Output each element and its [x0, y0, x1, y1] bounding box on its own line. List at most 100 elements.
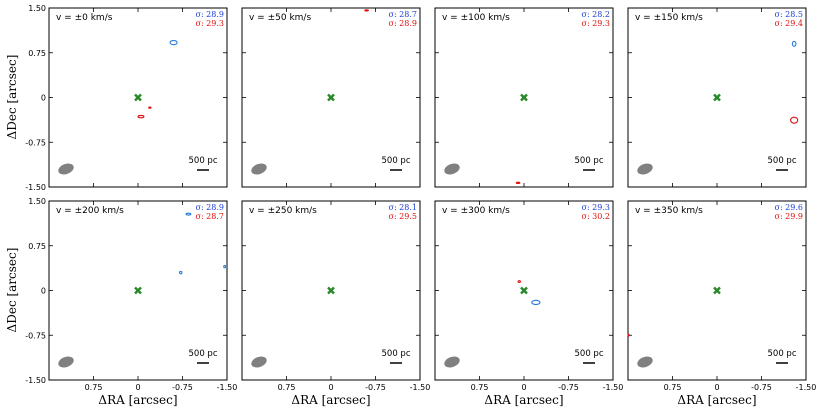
x-tick-label: -0.75	[365, 383, 386, 392]
beam-ellipse	[251, 356, 267, 368]
panel-7: 0.75 0 -0.75 -1.50 v = ±300 km/s σ: 29.3σ: 30…	[434, 200, 624, 392]
contour-blue	[223, 264, 227, 269]
x-tick-label: 0	[328, 383, 333, 392]
x-axis-labels: ΔRA [arcsec] ΔRA [arcsec] ΔRA [arcsec] ΔRA …	[98, 393, 756, 407]
center-marker-stroke	[134, 286, 142, 295]
center-marker	[134, 93, 142, 102]
y-tick-label: -1.50	[25, 376, 46, 385]
sigma-blue-label: σ: 28.9	[195, 10, 224, 19]
x-axis-label: ΔRA [arcsec]	[484, 393, 563, 407]
y-tick-label: 1.50	[28, 4, 46, 13]
center-marker-stroke	[520, 93, 528, 102]
x-tick-label: -0.75	[751, 383, 772, 392]
center-marker	[713, 93, 721, 102]
y-tick-label: 0	[41, 94, 46, 103]
sigma-blue-label: σ: 28.7	[388, 10, 417, 19]
sigma-red-label: σ: 29.4	[774, 19, 803, 28]
x-axis-label: ΔRA [arcsec]	[677, 393, 756, 407]
x-tick-label: 0	[714, 383, 719, 392]
panel-grid: 1.500.750-0.75-1.50v = ±0 km/s σ: 28.9σ: …	[25, 4, 816, 392]
x-tick-label: -1.50	[410, 383, 431, 392]
contour-blue	[791, 40, 797, 47]
sigma-blue-label: σ: 28.1	[388, 203, 417, 212]
y-axis-label-top: ΔDec [arcsec]	[5, 55, 19, 140]
sigma-red-label: σ: 29.3	[581, 19, 610, 28]
beam-ellipse	[444, 163, 460, 175]
x-axis-label: ΔRA [arcsec]	[98, 393, 177, 407]
x-tick-label: 0.75	[471, 383, 489, 392]
sigma-blue-label: σ: 28.5	[774, 10, 803, 19]
sigma-blue-label: σ: 29.3	[581, 203, 610, 212]
sigma-blue-label: σ: 28.2	[581, 10, 610, 19]
center-marker-stroke	[134, 93, 142, 102]
velocity-label: v = ±350 km/s	[635, 206, 703, 216]
sigma-blue-label: σ: 29.6	[774, 203, 803, 212]
velocity-label: v = ±300 km/s	[442, 206, 510, 216]
sigma-red-label: σ: 29.9	[774, 212, 803, 221]
scale-bar-label: 500 pc	[575, 349, 604, 359]
contour-blue	[531, 299, 541, 306]
scale-bar-label: 500 pc	[382, 349, 411, 359]
contour-red	[627, 333, 630, 337]
scale-bar-label: 500 pc	[189, 349, 218, 359]
velocity-label: v = ±0 km/s	[56, 13, 113, 23]
velocity-label: v = ±150 km/s	[635, 13, 703, 23]
sigma-red-label: σ: 29.3	[195, 19, 224, 28]
center-marker-stroke	[713, 93, 721, 102]
beam-ellipse	[58, 356, 74, 368]
scale-bar-label: 500 pc	[382, 156, 411, 166]
center-marker	[520, 93, 528, 102]
velocity-label: v = ±100 km/s	[442, 13, 510, 23]
beam-ellipse	[444, 356, 460, 368]
center-marker	[327, 286, 335, 295]
velocity-label: v = ±250 km/s	[249, 206, 317, 216]
contour-blue	[178, 270, 183, 275]
center-marker	[134, 286, 142, 295]
scale-bar-label: 500 pc	[768, 156, 797, 166]
velocity-label: v = ±200 km/s	[56, 206, 124, 216]
panel-1: 1.50 0.75 0 -0.75 -1.50 v = ±0 km/s σ: 28.9σ: …	[25, 4, 228, 192]
sigma-red-label: σ: 28.7	[195, 212, 224, 221]
contour-red	[137, 114, 145, 119]
x-tick-label: -1.50	[796, 383, 817, 392]
x-tick-label: -0.75	[172, 383, 193, 392]
x-tick-label: 0	[135, 383, 140, 392]
panel-5: 1.50 0.75 0 -0.75 -1.50 0.75 0 -0.75 -1.50 v = ±2…	[25, 197, 237, 392]
y-tick-label: 0.75	[28, 242, 46, 251]
contour-red	[515, 181, 521, 184]
contour-red	[148, 106, 152, 109]
panel-4: v = ±150 km/s σ: 28.5σ: 29.4 500 pc	[627, 7, 807, 188]
sigma-red-label: σ: 28.9	[388, 19, 417, 28]
panel-2: v = ±50 km/s σ: 28.7σ: 28.9 500 pc	[241, 7, 421, 188]
beam-ellipse	[637, 163, 653, 175]
panel-8: 0.75 0 -0.75 -1.50 v = ±350 km/s σ: 29.6σ: 29…	[627, 200, 817, 392]
x-tick-label: -1.50	[603, 383, 624, 392]
x-tick-label: 0	[521, 383, 526, 392]
sigma-blue-label: σ: 28.9	[195, 203, 224, 212]
sigma-red-label: σ: 29.5	[388, 212, 417, 221]
contour-red	[364, 9, 369, 12]
scale-bar-label: 500 pc	[189, 156, 218, 166]
center-marker	[327, 93, 335, 102]
y-tick-label: 1.50	[28, 197, 46, 206]
x-tick-label: 0.75	[278, 383, 296, 392]
scale-bar-label: 500 pc	[768, 349, 797, 359]
panel-6: 0.75 0 -0.75 -1.50 v = ±250 km/s σ: 28.1σ: 29…	[241, 200, 431, 392]
contour-red	[517, 280, 521, 283]
scale-bar-label: 500 pc	[575, 156, 604, 166]
center-marker-stroke	[520, 286, 528, 295]
center-marker	[520, 286, 528, 295]
y-tick-label: -0.75	[25, 138, 46, 147]
panel-3: v = ±100 km/s σ: 28.2σ: 29.3 500 pc	[434, 7, 614, 188]
velocity-label: v = ±50 km/s	[249, 13, 311, 23]
x-tick-label: 0.75	[664, 383, 682, 392]
x-tick-label: -1.50	[217, 383, 238, 392]
center-marker-stroke	[327, 286, 335, 295]
beam-ellipse	[58, 163, 74, 175]
y-tick-label: 0	[41, 287, 46, 296]
y-tick-label: -0.75	[25, 331, 46, 340]
center-marker-stroke	[713, 286, 721, 295]
x-axis-label: ΔRA [arcsec]	[291, 393, 370, 407]
y-tick-label: -1.50	[25, 183, 46, 192]
